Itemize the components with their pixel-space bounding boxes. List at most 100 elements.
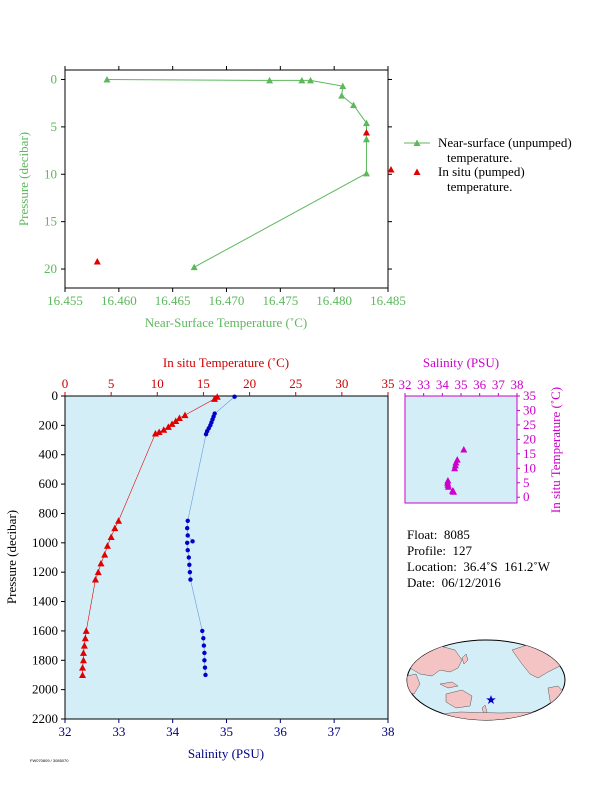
legend-line1-b: temperature. bbox=[447, 150, 512, 165]
top-x-tick-label: 16.460 bbox=[101, 293, 137, 308]
salinity-point bbox=[203, 431, 209, 437]
pressure-tick-label: 1000 bbox=[32, 535, 58, 550]
ts-point bbox=[451, 464, 459, 472]
salinity-point bbox=[202, 658, 207, 663]
ts-y-tick-label: 10 bbox=[523, 460, 536, 475]
date-row: Date: 06/12/2016 bbox=[407, 575, 501, 590]
near-surface-point bbox=[306, 76, 314, 84]
pressure-tick-label: 2000 bbox=[32, 682, 58, 697]
salinity-point bbox=[232, 394, 237, 399]
temperature-point bbox=[160, 426, 168, 433]
salinity-point bbox=[201, 636, 206, 641]
in-situ-point bbox=[362, 129, 370, 136]
sal-tick-label: 37 bbox=[328, 724, 342, 739]
pressure-tick-label: 600 bbox=[39, 476, 59, 491]
salinity-point bbox=[187, 562, 192, 568]
sal-tick-label: 33 bbox=[112, 724, 125, 739]
float-info: Float: 8085 Profile: 127 Location: 36.4˚… bbox=[407, 527, 550, 591]
sal-tick-label: 38 bbox=[382, 724, 395, 739]
near-surface-point bbox=[362, 119, 370, 127]
ts-point bbox=[460, 446, 468, 453]
ts-x-tick-label: 37 bbox=[492, 377, 506, 392]
pressure-tick-label: 1800 bbox=[32, 652, 58, 667]
top-y-tick-label: 20 bbox=[44, 261, 57, 276]
temperature-point bbox=[101, 551, 109, 558]
ts-point bbox=[444, 483, 452, 490]
near-surface-point bbox=[190, 263, 198, 271]
temperature-point bbox=[80, 642, 88, 649]
temperature-point bbox=[211, 395, 219, 402]
ts-y-tick-label: 25 bbox=[523, 417, 536, 432]
top-legend: Near-surface (unpumped) temperature. In … bbox=[404, 135, 572, 194]
temp-tick-label: 15 bbox=[197, 376, 210, 391]
temperature-point bbox=[91, 576, 99, 583]
ts-x-tick-label: 34 bbox=[436, 377, 450, 392]
top-y-tick-label: 0 bbox=[51, 71, 58, 86]
top-x-tick-label: 16.470 bbox=[209, 293, 245, 308]
temperature-point bbox=[115, 517, 123, 524]
ts-y-tick-label: 20 bbox=[523, 431, 536, 446]
salinity-axis-label: Salinity (PSU) bbox=[188, 746, 264, 761]
top-series bbox=[93, 75, 395, 271]
ts-y-tick-label: 15 bbox=[523, 446, 536, 461]
top-x-tick-label: 16.485 bbox=[370, 293, 406, 308]
near-surface-point bbox=[103, 75, 111, 83]
temperature-point bbox=[81, 634, 89, 642]
temperature-axis: 0 5 10 15 20 25 30 35 bbox=[62, 376, 395, 396]
temperature-point bbox=[111, 524, 119, 532]
temp-tick-label: 20 bbox=[243, 376, 256, 391]
temperature-point bbox=[79, 664, 87, 671]
legend-line2-a: In situ (pumped) bbox=[438, 164, 525, 179]
ts-y-tick-label: 30 bbox=[523, 402, 536, 417]
temperature-point bbox=[107, 533, 115, 540]
profile-series bbox=[79, 393, 237, 678]
top-y-tick-label: 10 bbox=[44, 166, 57, 181]
top-x-tick-label: 16.475 bbox=[262, 293, 298, 308]
sal-tick-label: 36 bbox=[274, 724, 288, 739]
salinity-point bbox=[188, 577, 193, 582]
salinity-point bbox=[185, 518, 190, 523]
temp-tick-label: 5 bbox=[108, 376, 115, 391]
top-y-tick-label: 15 bbox=[44, 214, 57, 229]
sal-tick-label: 32 bbox=[59, 724, 72, 739]
ts-x-tick-label: 33 bbox=[417, 377, 430, 392]
salinity-point bbox=[202, 650, 207, 656]
salinity-point bbox=[185, 547, 190, 553]
top-y-axis-label: Pressure (decibar) bbox=[16, 132, 31, 226]
salinity-point bbox=[190, 539, 195, 544]
temperature-point bbox=[79, 656, 87, 664]
near-surface-point bbox=[339, 82, 347, 90]
pressure-tick-label: 400 bbox=[39, 447, 59, 462]
pressure-axis: 0 200 400 600 800 1000 1200 1400 1600 1800 2000 220… bbox=[32, 388, 65, 726]
temperature-point bbox=[151, 429, 159, 437]
in-situ-point-edge bbox=[387, 166, 395, 173]
near-surface-point bbox=[350, 101, 358, 109]
star-icon bbox=[486, 695, 496, 704]
float-row: Float: 8085 bbox=[407, 527, 470, 542]
temperature-point bbox=[181, 411, 189, 419]
near-surface-point bbox=[362, 135, 370, 143]
ts-point bbox=[450, 488, 458, 495]
salinity-point bbox=[185, 525, 190, 531]
legend-line1-a: Near-surface (unpumped) bbox=[438, 135, 572, 150]
near-surface-point bbox=[338, 92, 346, 99]
temperature-point bbox=[164, 423, 172, 430]
salinity-point bbox=[200, 628, 205, 634]
world-map bbox=[406, 639, 566, 721]
temperature-point bbox=[79, 671, 87, 678]
top-y-axis: 0 5 10 15 20 bbox=[44, 71, 392, 276]
sal-tick-label: 35 bbox=[220, 724, 233, 739]
legend-red-triangle bbox=[413, 168, 421, 175]
top-x-axis: 16.455 16.460 16.465 16.470 16.475 16.480 16.4… bbox=[47, 66, 406, 308]
near-surface-temperature-chart: 16.455 16.460 16.465 16.470 16.475 16.480 16.4… bbox=[16, 66, 406, 330]
salinity-point bbox=[186, 555, 192, 560]
salinity-point bbox=[185, 533, 190, 538]
pressure-tick-label: 200 bbox=[39, 417, 59, 432]
temperature-point bbox=[172, 417, 180, 424]
pressure-tick-label: 1400 bbox=[32, 594, 58, 609]
temperature-point bbox=[168, 420, 176, 427]
salinity-point bbox=[201, 643, 207, 648]
